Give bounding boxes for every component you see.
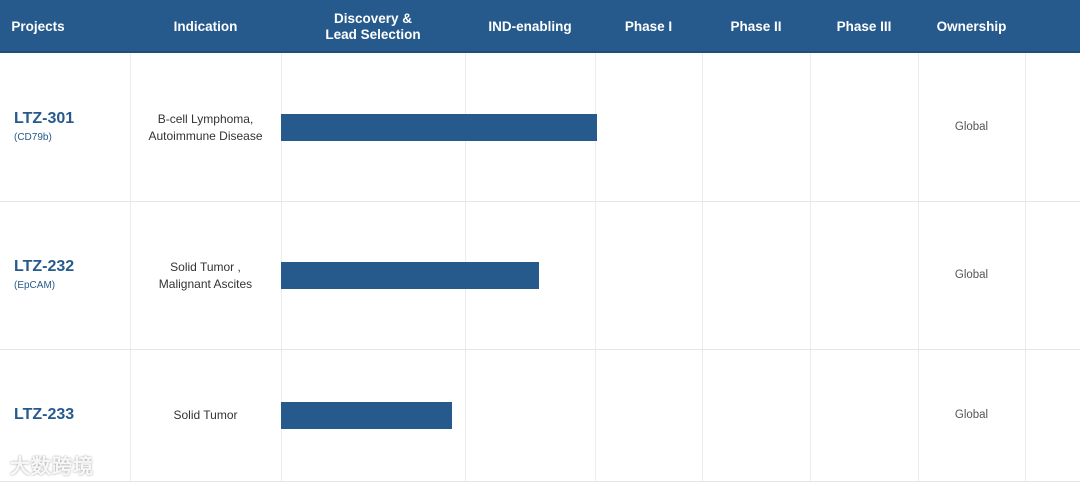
- divider: [1025, 53, 1026, 482]
- header-ownership: Ownership: [936, 18, 1007, 34]
- header-projects: Projects: [11, 18, 65, 34]
- divider: [0, 201, 1080, 202]
- divider: [595, 53, 596, 482]
- ownership: Global: [954, 269, 989, 281]
- watermark-logo: 大数跨境: [10, 456, 94, 478]
- project-name: LTZ-232: [14, 258, 75, 275]
- ownership: Global: [954, 121, 989, 133]
- indication: B-cell Lymphoma, Autoimmune Disease: [148, 112, 263, 143]
- header-phase-3: Phase III: [836, 18, 892, 34]
- project-cell[interactable]: LTZ-233: [14, 406, 74, 424]
- project-cell[interactable]: LTZ-232 (EpCAM): [14, 258, 74, 291]
- table-header: Projects Indication Discovery & Lead Sel…: [0, 0, 1080, 53]
- project-cell[interactable]: LTZ-301 (CD79b): [14, 110, 74, 143]
- divider: [810, 53, 811, 482]
- ownership: Global: [954, 409, 989, 421]
- indication: Solid Tumor , Malignant Ascites: [158, 260, 253, 291]
- header-phase-1: Phase I: [624, 18, 673, 34]
- progress-bar: [281, 402, 453, 429]
- header-discovery: Discovery & Lead Selection: [325, 10, 421, 42]
- progress-bar: [281, 262, 539, 289]
- project-name: LTZ-233: [14, 406, 75, 423]
- indication: Solid Tumor: [173, 407, 238, 422]
- project-target: (EpCAM): [14, 280, 56, 291]
- header-ind-enabling: IND-enabling: [488, 18, 572, 34]
- project-name: LTZ-301: [14, 110, 75, 127]
- divider: [918, 53, 919, 482]
- divider: [130, 53, 131, 482]
- divider: [0, 349, 1080, 350]
- header-indication: Indication: [173, 18, 238, 34]
- progress-bar: [281, 114, 597, 141]
- header-phase-2: Phase II: [730, 18, 782, 34]
- project-target: (CD79b): [14, 132, 52, 143]
- divider: [702, 53, 703, 482]
